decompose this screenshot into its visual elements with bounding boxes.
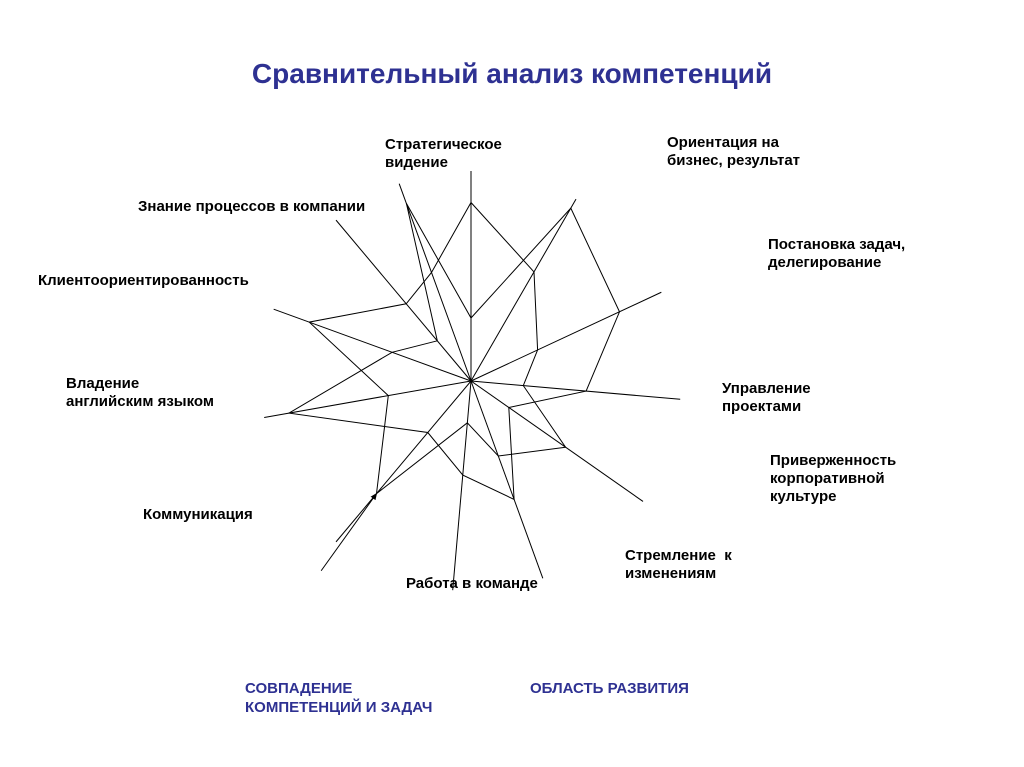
radar-axes — [264, 171, 680, 590]
axis-label: Управление проектами — [722, 380, 811, 416]
pointer-arrow — [321, 494, 376, 571]
axis-label: Клиентоориентированность — [38, 272, 249, 290]
radar-series — [289, 203, 620, 500]
radar-axis — [264, 381, 471, 417]
axis-label: Владение английским языком — [66, 375, 214, 411]
axis-label: Постановка задач, делегирование — [768, 236, 905, 272]
footer-right-label: ОБЛАСТЬ РАЗВИТИЯ — [530, 680, 689, 699]
axis-label: Приверженность корпоративной культуре — [770, 452, 896, 506]
axis-label: Стремление к изменениям — [625, 547, 732, 583]
axis-label: Коммуникация — [143, 506, 253, 524]
radar-axis — [471, 292, 661, 381]
radar-series-series-a — [309, 203, 565, 494]
axis-label: Работа в команде — [406, 575, 538, 593]
radar-axis — [336, 381, 471, 542]
axis-label: Стратегическое видение — [385, 136, 502, 172]
radar-axis — [453, 381, 471, 590]
axis-label: Знание процессов в компании — [138, 198, 365, 216]
radar-series-series-b — [289, 203, 620, 499]
footer-left-label: СОВПАДЕНИЕ КОМПЕТЕНЦИЙ И ЗАДАЧ — [245, 680, 432, 718]
page: { "title": { "text": "Сравнительный анал… — [0, 0, 1024, 767]
radar-axis — [399, 184, 471, 381]
radar-axis — [471, 381, 543, 578]
radar-axis — [471, 381, 643, 501]
radar-axis — [471, 199, 576, 381]
pointer-arrow-line — [321, 494, 376, 571]
axis-label: Ориентация на бизнес, результат — [667, 134, 800, 170]
radar-axis — [471, 381, 680, 399]
